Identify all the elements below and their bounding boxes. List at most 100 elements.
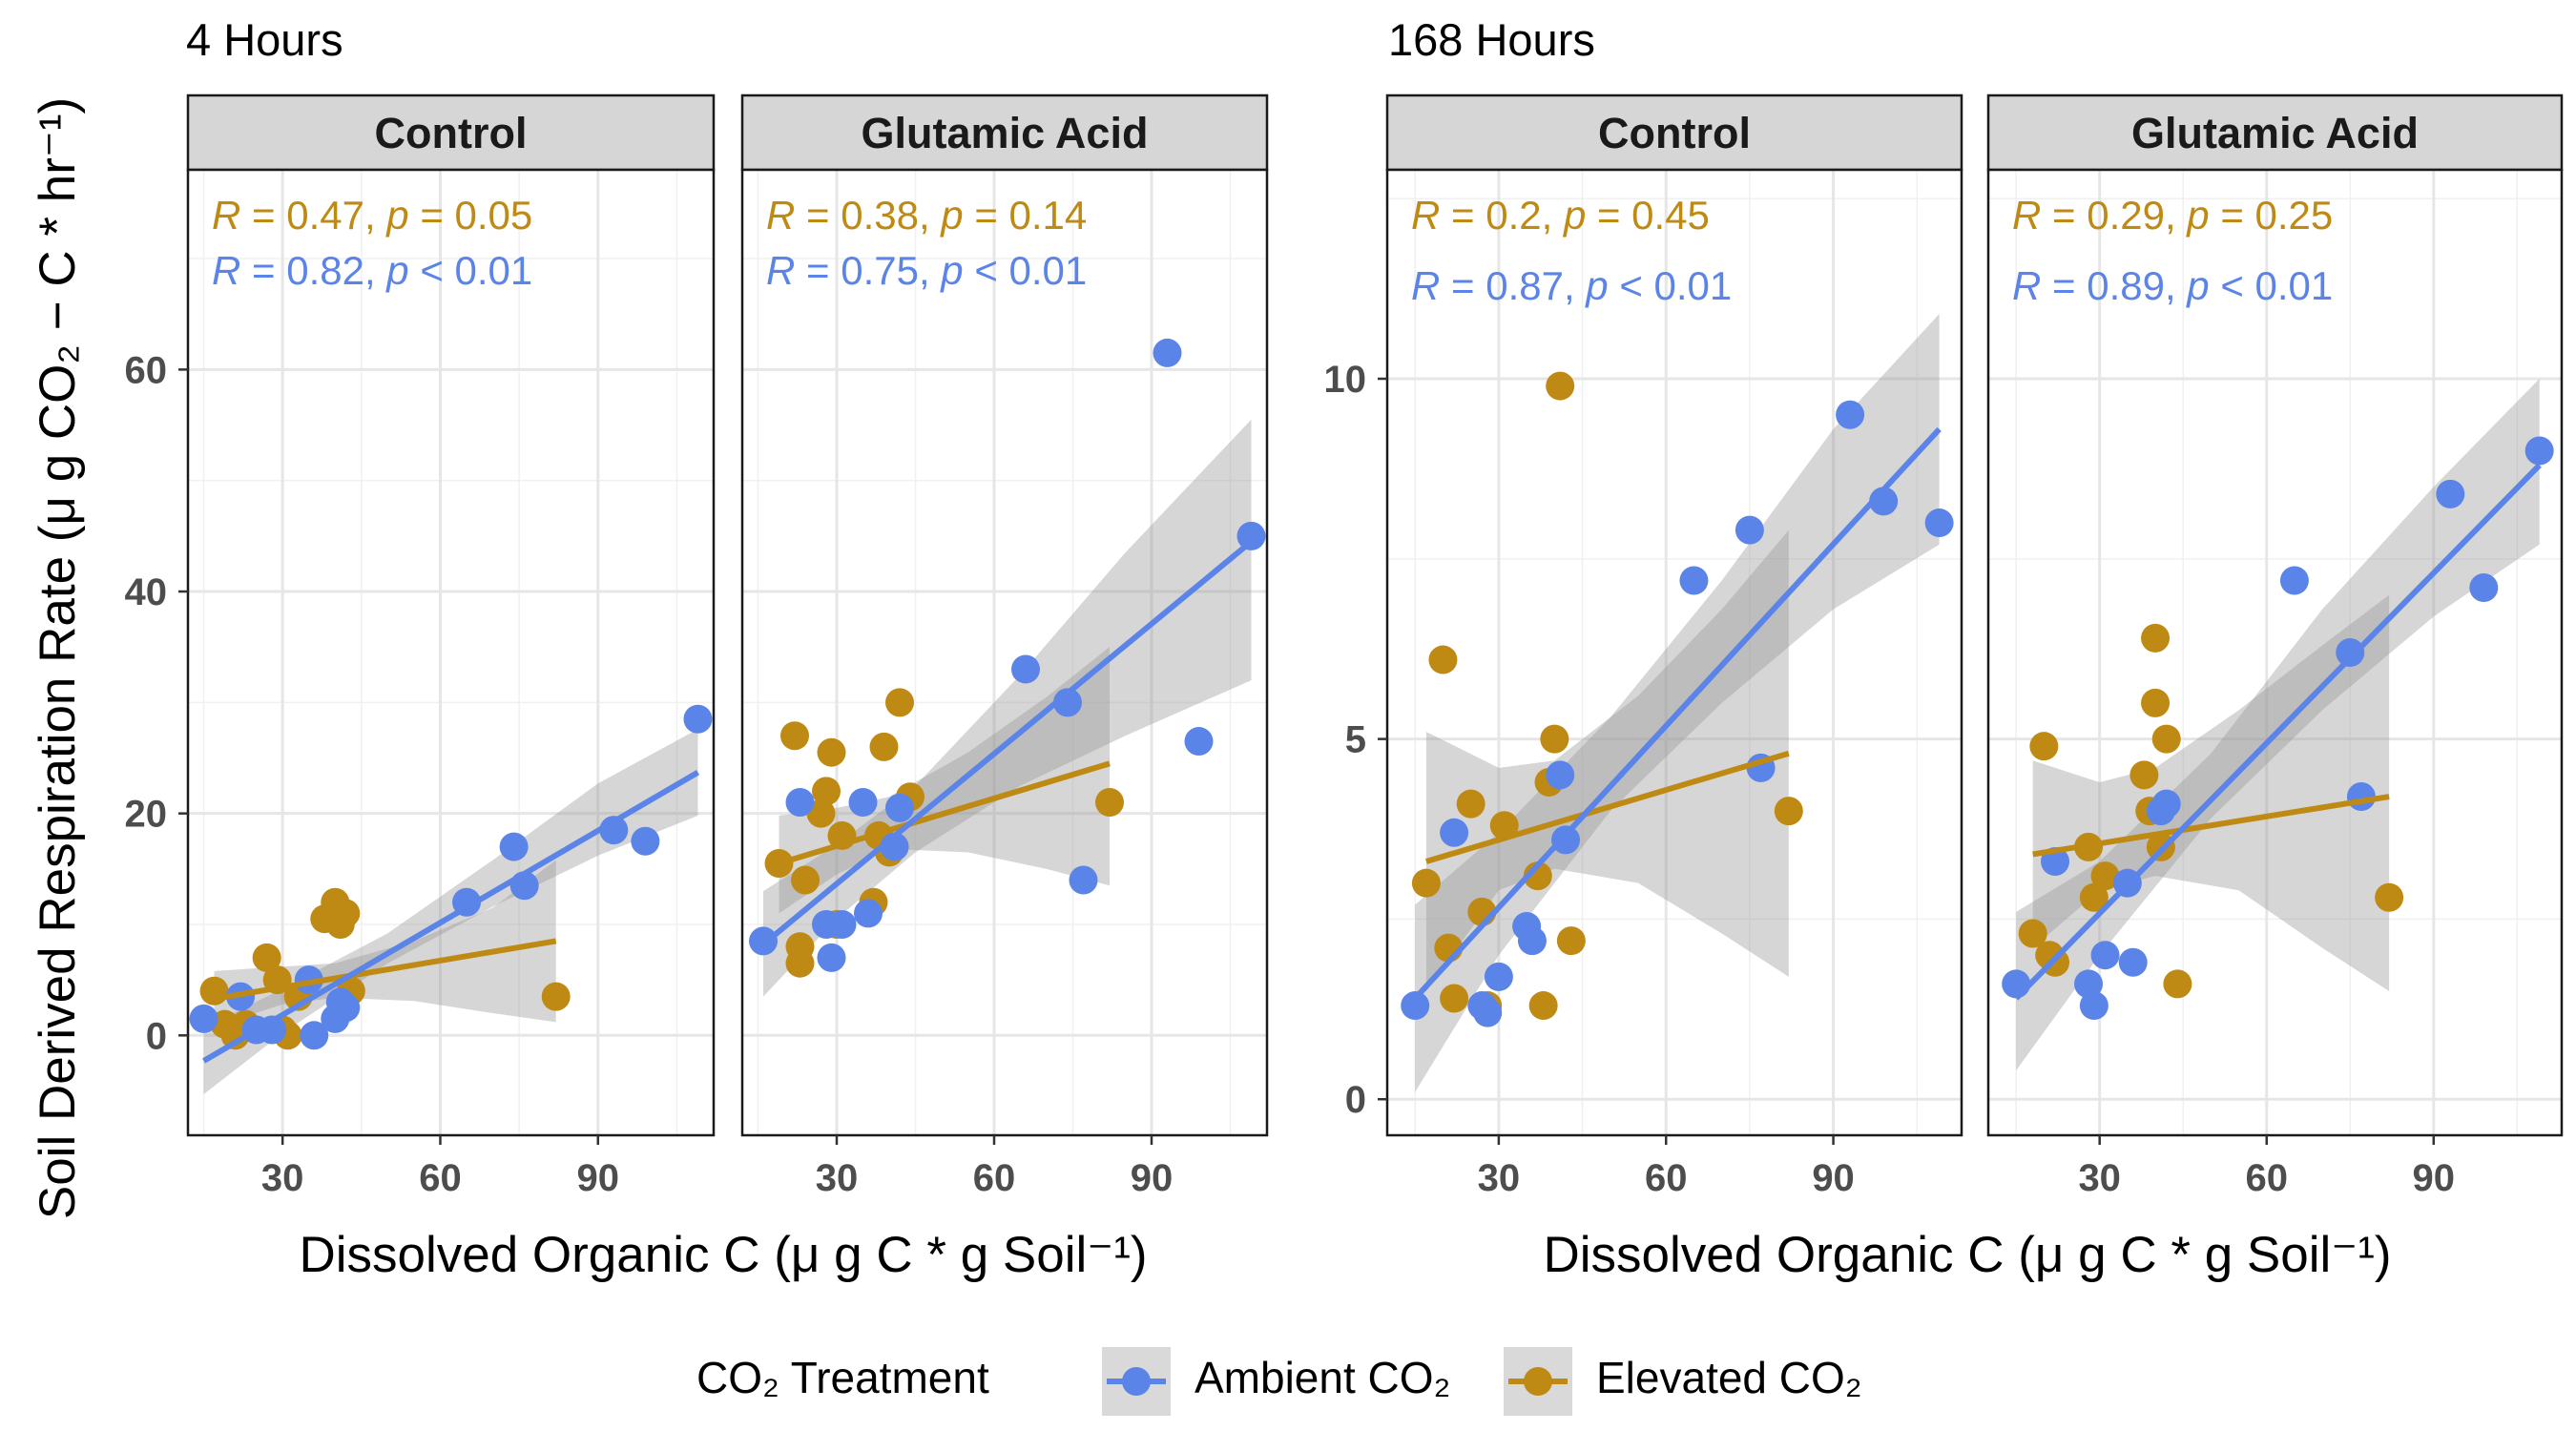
legend-title: CO₂ Treatment [696, 1353, 989, 1402]
facet-strip-label: Control [1598, 109, 1751, 157]
annotation-elevated: R = 0.47, p = 0.05 [212, 193, 532, 238]
point-ambient [2090, 941, 2120, 970]
x-axis-label-168h: Dissolved Organic C (μ g C * g Soil⁻¹) [1543, 1227, 2391, 1283]
panel-168h-control: Control R = 0.2, p = 0.45 R = 0.87, p < 0.… [1324, 93, 1963, 1199]
point-ambient [2336, 638, 2365, 667]
panel-4h-control: Control R = 0.47, p = 0.05 R = 0.82, p < 0… [125, 93, 716, 1199]
fit-line-ambient [202, 770, 699, 1064]
facet-strip-label: Glutamic Acid [862, 109, 1149, 157]
point-ambient [817, 943, 846, 972]
panel-168h-glutamic-acid: Glutamic Acid R = 0.29, p = 0.25 R = 0.89,… [1986, 93, 2564, 1199]
point-ambient [1836, 400, 1865, 429]
point-elevated [780, 721, 809, 751]
point-ambient [2524, 436, 2554, 466]
annotation-elevated: R = 0.2, p = 0.45 [1411, 193, 1710, 238]
point-elevated [2141, 623, 2171, 653]
point-elevated [2029, 732, 2059, 761]
x-tick-label: 30 [1478, 1157, 1521, 1199]
point-ambient [2079, 991, 2109, 1021]
point-elevated [2079, 882, 2109, 912]
fit-line-elevated [2032, 794, 2390, 858]
point-ambient [1679, 566, 1709, 595]
legend-key-ambient-point [1122, 1367, 1151, 1396]
fit-line-ambient [1413, 426, 1942, 1001]
point-ambient [1924, 508, 1954, 538]
point-elevated [1411, 868, 1441, 898]
point-elevated [806, 798, 836, 828]
point-ambient [1735, 515, 1764, 545]
legend-label-elevated: Elevated CO₂ [1596, 1353, 1862, 1402]
point-elevated [1546, 371, 1575, 401]
fit-line-elevated [1425, 750, 1790, 864]
point-ambient [331, 993, 361, 1023]
point-elevated [791, 865, 820, 895]
chart-title-4h: 4 Hours [186, 14, 343, 65]
point-ambient [1484, 962, 1513, 991]
y-tick-label: 20 [125, 794, 168, 836]
chart-title-168h: 168 Hours [1388, 14, 1595, 65]
point-ambient [2118, 947, 2148, 977]
confidence-band [2032, 594, 2390, 991]
point-ambient [631, 826, 660, 856]
y-tick-label: 60 [125, 349, 168, 391]
point-ambient [827, 909, 857, 939]
annotation-ambient: R = 0.89, p < 0.01 [2012, 263, 2333, 308]
point-elevated [2163, 969, 2192, 999]
point-ambient [2151, 789, 2181, 819]
point-elevated [199, 976, 229, 1006]
confidence-band [2016, 379, 2540, 1071]
facet-strip [740, 93, 1269, 172]
fit-line-ambient [761, 539, 1254, 947]
x-tick-label: 60 [973, 1157, 1016, 1199]
point-elevated [1095, 788, 1124, 818]
annotation-ambient: R = 0.82, p < 0.01 [212, 248, 532, 293]
point-ambient [300, 1021, 329, 1050]
legend: CO₂ Treatment Ambient CO₂ Elevated CO₂ [696, 1347, 1862, 1416]
y-axis-label: Soil Derived Respiration Rate (μ g CO₂ −… [30, 97, 86, 1219]
point-ambient [1517, 926, 1547, 956]
point-ambient [1053, 688, 1082, 717]
x-tick-label: 60 [2245, 1157, 2288, 1199]
point-ambient [499, 832, 529, 861]
y-tick-label: 10 [1324, 359, 1367, 401]
fit-line-elevated [214, 938, 557, 1002]
x-tick-label: 90 [577, 1157, 620, 1199]
point-elevated [869, 732, 899, 761]
point-elevated [2151, 724, 2181, 754]
legend-key-elevated-point [1524, 1367, 1552, 1396]
x-tick-label: 90 [2413, 1157, 2456, 1199]
point-ambient [785, 788, 815, 818]
point-ambient [1401, 991, 1430, 1021]
point-elevated [1428, 645, 1458, 674]
point-elevated [2018, 919, 2047, 948]
x-tick-label: 60 [1645, 1157, 1688, 1199]
facet-strip-label: Control [375, 109, 528, 157]
panel-background [1387, 170, 1962, 1135]
point-ambient [683, 704, 713, 734]
legend-label-ambient: Ambient CO₂ [1195, 1353, 1450, 1402]
point-elevated [2129, 760, 2159, 790]
point-ambient [1153, 338, 1182, 367]
point-ambient [1440, 818, 1469, 847]
facet-strip [186, 93, 716, 172]
point-elevated [1540, 724, 1569, 754]
fit-line-ambient [2014, 463, 2542, 1001]
point-elevated [2375, 882, 2404, 912]
point-ambient [1236, 521, 1266, 550]
plot-area [1401, 314, 1954, 1092]
y-tick-label: 0 [1345, 1079, 1366, 1121]
panel-border [1986, 168, 2564, 1137]
plot-area [749, 338, 1266, 997]
point-ambient [189, 1004, 218, 1033]
point-ambient [2436, 479, 2465, 508]
point-elevated [1774, 797, 1803, 826]
point-elevated [331, 899, 361, 928]
panel-background [742, 170, 1267, 1135]
fit-line-elevated [778, 760, 1111, 866]
point-elevated [812, 777, 841, 806]
confidence-band [1415, 314, 1940, 1092]
panel-border [186, 168, 716, 1137]
x-tick-label: 30 [261, 1157, 304, 1199]
facet-strip-label: Glutamic Acid [2131, 109, 2419, 157]
